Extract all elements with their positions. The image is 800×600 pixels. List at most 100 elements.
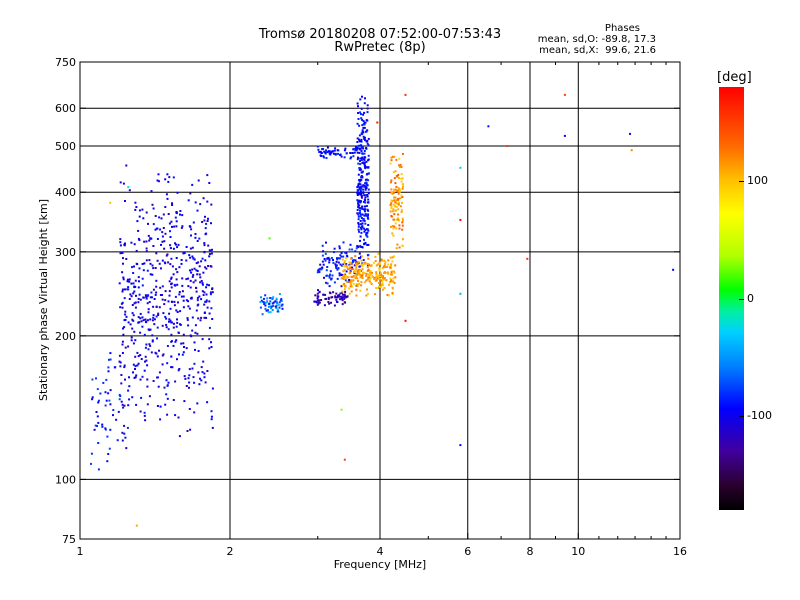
data-point: [189, 334, 192, 337]
data-point: [369, 277, 372, 279]
data-point: [324, 293, 327, 296]
data-point: [157, 180, 160, 183]
data-point: [206, 401, 209, 404]
data-point: [168, 312, 171, 315]
data-point: [322, 155, 325, 158]
data-point: [152, 380, 155, 382]
data-point: [359, 213, 362, 216]
data-point: [144, 294, 147, 297]
data-point: [170, 366, 173, 369]
x-ticks: 1 2 4 6 8 10 16: [77, 62, 687, 558]
data-point: [148, 329, 151, 332]
data-point: [359, 188, 362, 191]
data-point: [399, 197, 402, 200]
data-point: [194, 233, 197, 235]
data-point: [139, 312, 142, 315]
data-point: [358, 204, 361, 207]
data-point: [122, 257, 124, 260]
data-point: [203, 291, 206, 294]
data-point: [317, 269, 320, 272]
data-point: [369, 273, 372, 276]
data-point: [394, 222, 397, 225]
data-point: [367, 172, 370, 175]
data-point: [181, 225, 184, 228]
data-point: [127, 288, 130, 291]
data-point: [138, 293, 141, 296]
data-point: [359, 98, 362, 101]
data-point: [393, 199, 396, 202]
data-point: [356, 194, 359, 196]
data-point: [268, 302, 271, 305]
data-point: [345, 264, 348, 267]
data-point: [367, 254, 370, 257]
data-point: [124, 346, 127, 349]
data-point: [360, 132, 363, 135]
data-point: [398, 165, 401, 168]
data-point: [363, 227, 365, 230]
data-point: [281, 307, 284, 310]
data-point: [349, 266, 352, 269]
data-point: [380, 259, 383, 262]
data-point: [342, 296, 345, 299]
data-point: [147, 294, 150, 297]
data-point: [398, 227, 401, 230]
data-point: [357, 183, 360, 186]
data-point: [193, 341, 196, 344]
data-point: [151, 273, 154, 276]
data-point: [360, 117, 363, 120]
data-point: [392, 270, 395, 273]
data-point: [401, 221, 404, 224]
data-point: [121, 343, 124, 346]
data-point: [381, 266, 384, 269]
data-point: [120, 400, 123, 403]
data-point: [362, 131, 365, 134]
data-point: [323, 304, 326, 307]
data-point: [390, 271, 393, 274]
data-point: [354, 273, 357, 276]
data-point: [396, 175, 399, 178]
data-point: [393, 188, 396, 191]
data-point: [141, 325, 144, 328]
data-point: [108, 399, 111, 402]
data-point: [128, 398, 131, 401]
data-point: [155, 315, 158, 318]
data-point: [341, 303, 344, 306]
data-point: [358, 252, 361, 255]
data-point: [358, 168, 361, 171]
data-point: [360, 176, 363, 179]
data-point: [104, 391, 107, 394]
data-point: [364, 121, 367, 124]
data-point: [204, 215, 206, 218]
data-point: [366, 214, 369, 217]
data-point: [133, 330, 136, 333]
data-point: [135, 206, 138, 208]
data-point: [339, 295, 342, 298]
data-point: [360, 227, 363, 230]
data-point: [382, 278, 385, 281]
data-point: [119, 306, 122, 309]
data-point: [352, 259, 355, 262]
data-point: [137, 297, 140, 300]
data-point: [400, 173, 403, 176]
data-point: [174, 242, 176, 245]
data-point: [147, 308, 150, 311]
data-point: [526, 257, 529, 260]
data-point: [211, 248, 213, 251]
data-point: [164, 206, 167, 208]
data-point: [107, 453, 110, 455]
data-point: [145, 211, 148, 214]
data-point: [366, 273, 369, 276]
data-point: [145, 250, 148, 253]
data-point: [338, 247, 341, 250]
data-point: [374, 260, 377, 263]
data-point: [379, 286, 382, 288]
data-point: [274, 305, 277, 308]
data-point: [343, 276, 346, 279]
data-point: [175, 243, 177, 246]
chart-subtitle: RwPretec (8p): [334, 40, 426, 55]
data-point: [359, 289, 362, 292]
data-point: [385, 279, 388, 282]
data-point: [190, 271, 193, 274]
y-tick-label: 200: [55, 330, 76, 343]
